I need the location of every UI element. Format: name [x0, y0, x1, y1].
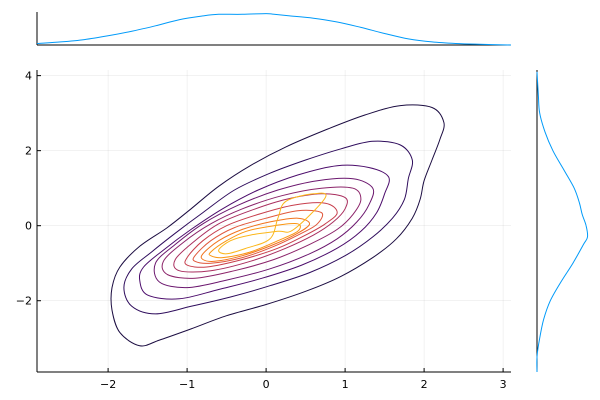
contour-line-8: [192, 209, 324, 264]
x-tick-label: 0: [263, 378, 270, 391]
contour-line-10: [208, 223, 301, 259]
y-tick-label: 0: [25, 220, 32, 233]
contour-line-1: [110, 104, 445, 347]
contour-line-6: [173, 193, 348, 273]
x-tick-label: 3: [500, 378, 507, 391]
contour-line-11: [218, 192, 327, 255]
contour-line-4: [153, 177, 375, 289]
right-marginal-density: [536, 70, 589, 373]
y-tick-label: 4: [25, 70, 32, 83]
top-marginal-density: [36, 12, 512, 46]
contour-line-9: [200, 217, 311, 262]
x-tick-label: −2: [100, 378, 116, 391]
grid-lines: [37, 70, 511, 372]
contour-line-5: [161, 186, 362, 279]
x-tick-label: 2: [421, 378, 428, 391]
y-tick-labels: −2 0 2 4: [16, 70, 41, 308]
main-axes: [36, 70, 511, 373]
y-tick-label: −2: [16, 295, 32, 308]
x-tick-label: −1: [179, 378, 195, 391]
contour-line-2: [123, 140, 414, 315]
top-marginal-density-line: [36, 13, 512, 46]
right-marginal-density-line: [536, 71, 589, 373]
contour-line-7: [184, 202, 338, 268]
x-tick-label: 1: [342, 378, 349, 391]
y-tick-label: 2: [25, 145, 32, 158]
contour-line-3: [138, 164, 390, 300]
contour-lines: [110, 104, 445, 347]
x-tick-labels: −2 −1 0 1 2 3: [100, 368, 507, 391]
